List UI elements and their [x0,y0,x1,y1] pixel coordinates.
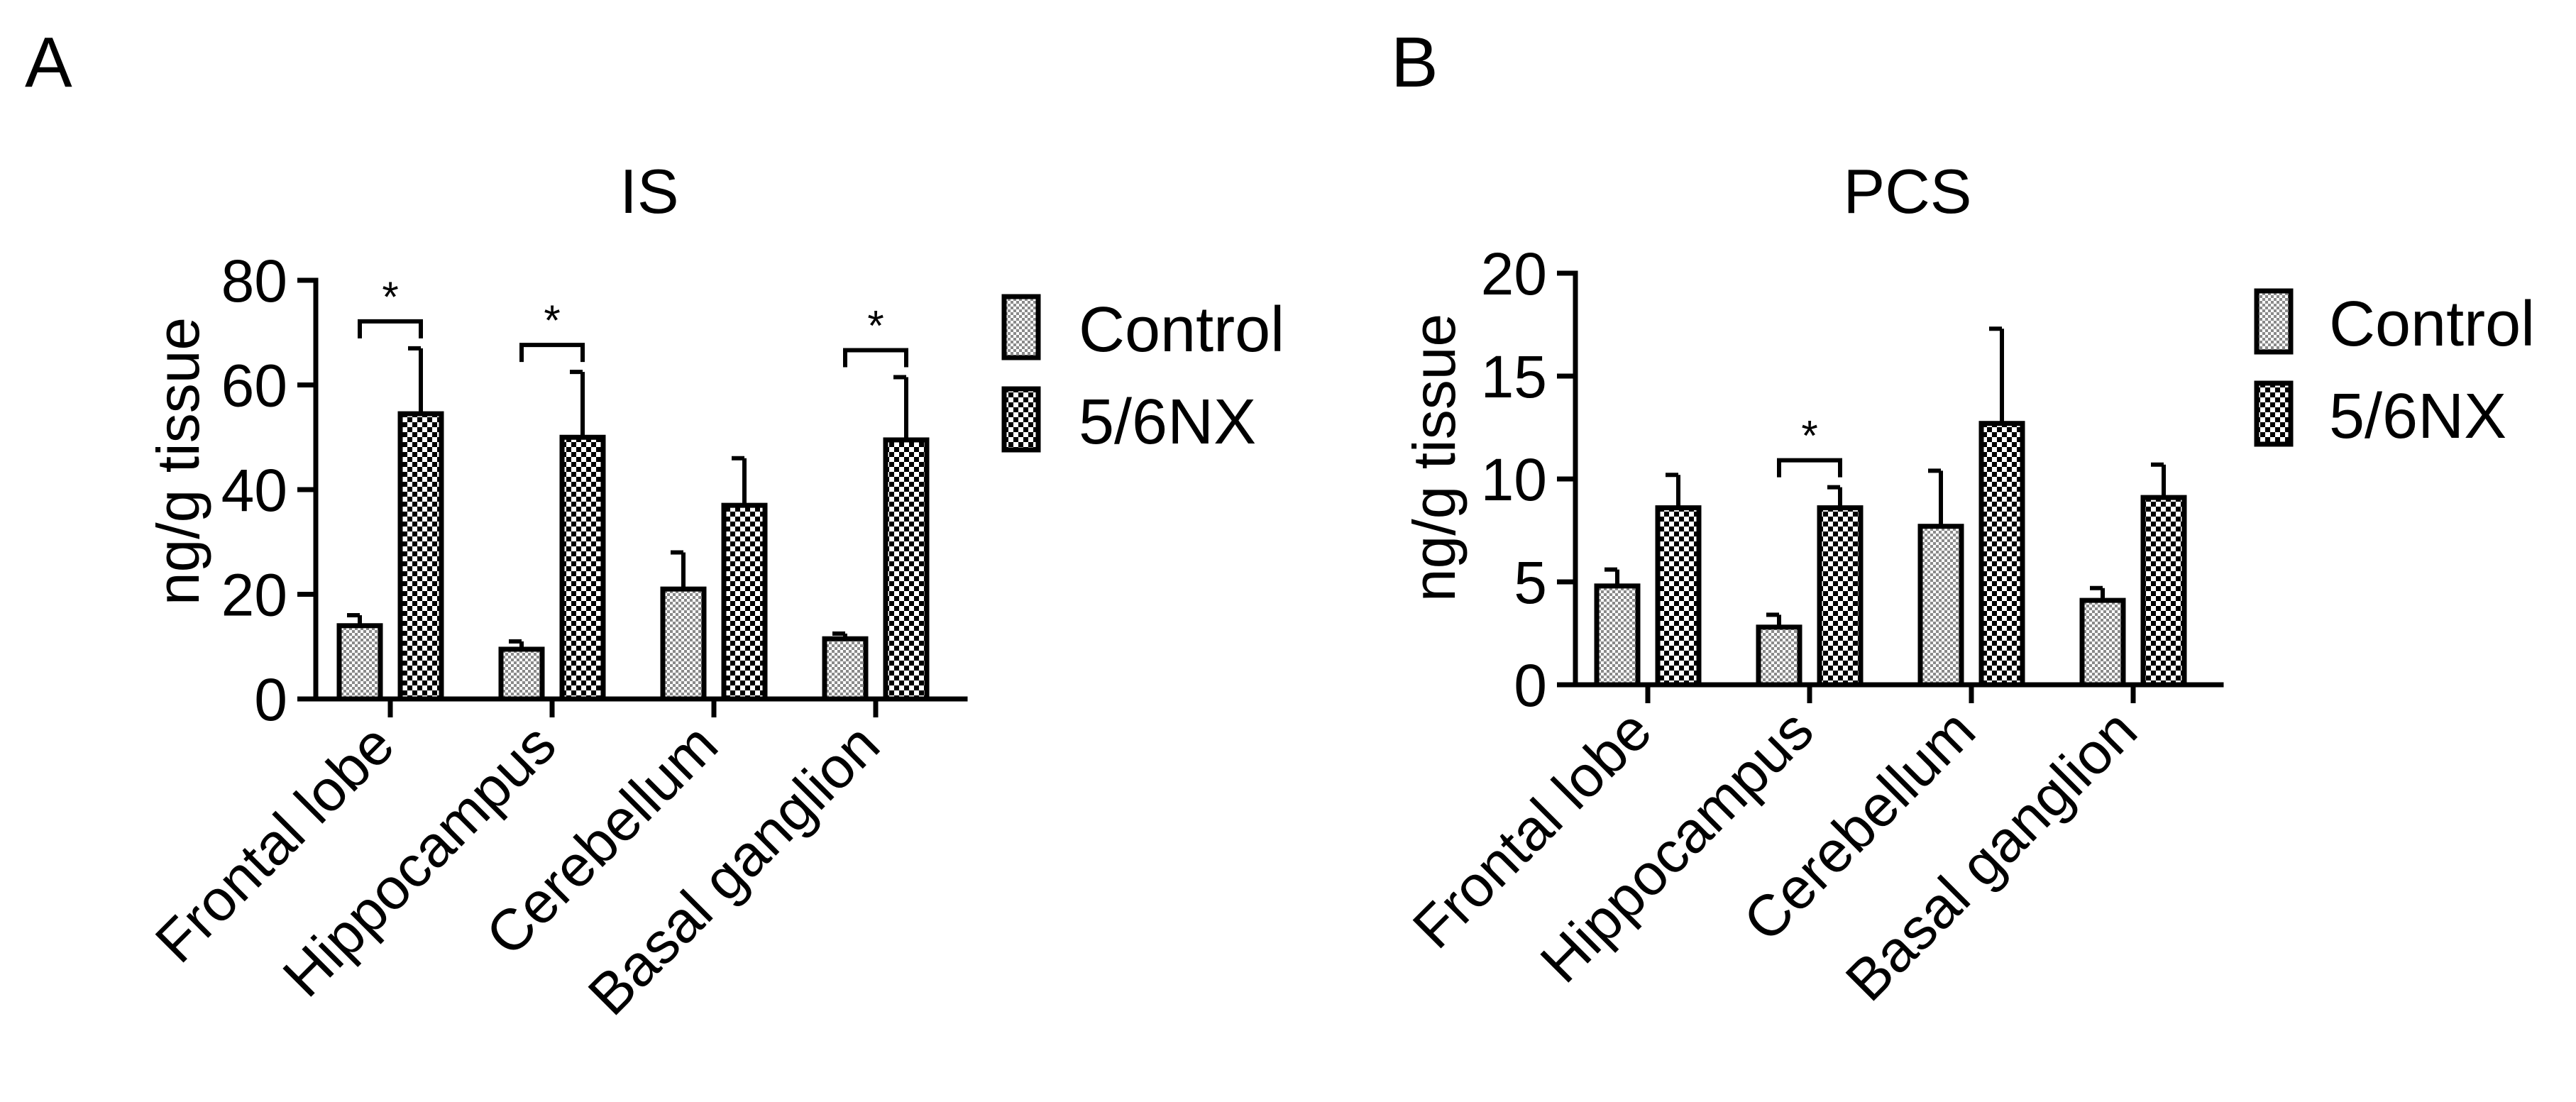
y-tick-label: 5 [1514,549,1547,616]
bar-5-6nx-cerebellum [721,502,768,702]
legend-label-control: Control [2329,289,2535,360]
error-bar-5-6nx [1827,485,1842,508]
error-bar-5-6nx [2151,462,2166,498]
significance-bracket [1777,458,1842,478]
y-tick-label: 0 [254,666,287,733]
significance-label: * [382,273,398,321]
x-tick-label: Basal ganglion [1834,698,2150,1013]
y-tick-label: 60 [221,353,287,419]
error-bar-5-6nx [732,456,747,506]
bar-control-basal-ganglion [822,636,869,702]
panel-label: B [1391,23,1438,102]
significance-bracket [519,343,585,363]
chart-title: PCS [1844,156,1972,226]
error-bar-control [671,550,686,590]
bar-5-6nx-cerebellum [1978,421,2025,688]
bar-5-6nx-frontal-lobe [1655,505,1702,688]
legend-label-5-6nx: 5/6NX [2329,381,2506,452]
bar-control-hippocampus [498,646,545,702]
y-axis-label: ng/g tissue [145,317,211,605]
y-tick-label: 20 [1481,241,1547,307]
bar-control-basal-ganglion [2079,597,2126,688]
legend-swatch-5-6nx [1001,386,1041,453]
legend: Control 5/6NX [1001,294,1284,458]
bar-control-frontal-lobe [336,623,383,702]
panel-label: A [25,23,72,102]
bar-control-hippocampus [1756,624,1802,688]
legend: Control 5/6NX [2254,288,2535,452]
chart-title: IS [620,156,678,226]
bar-control-cerebellum [1917,524,1964,688]
significance-label: * [1801,412,1817,460]
x-tick-label: Basal ganglion [576,712,892,1027]
y-tick-label: 40 [221,457,287,524]
legend-swatch-5-6nx [2254,380,2294,447]
error-bar-5-6nx [1989,326,2004,424]
bar-5-6nx-basal-ganglion [883,437,930,702]
bar-5-6nx-basal-ganglion [2140,495,2187,688]
significance-label: * [867,302,884,349]
bar-control-cerebellum [660,586,707,702]
error-bar-5-6nx [893,375,908,440]
y-axis-label: ng/g tissue [1401,314,1468,602]
bar-5-6nx-hippocampus [1817,505,1864,688]
significance-label: * [544,297,560,344]
legend-swatch-control [1001,294,1041,360]
bar-5-6nx-frontal-lobe [397,411,444,702]
error-bar-control [1605,567,1619,586]
legend-label-control: Control [1079,294,1284,365]
y-tick-label: 10 [1481,446,1547,513]
error-bar-control [1928,468,1943,527]
bar-5-6nx-hippocampus [559,434,606,702]
y-tick-label: 80 [221,248,287,314]
y-tick-label: 20 [221,562,287,629]
legend-swatch-control [2254,288,2294,355]
legend-label-5-6nx: 5/6NX [1079,387,1256,458]
error-bar-5-6nx [570,370,585,438]
error-bar-5-6nx [408,346,423,414]
y-tick-label: 0 [1514,652,1547,719]
significance-bracket [843,348,908,368]
significance-bracket [358,319,423,338]
y-tick-label: 15 [1481,343,1547,410]
error-bar-5-6nx [1666,473,1680,508]
bar-control-frontal-lobe [1594,583,1641,688]
